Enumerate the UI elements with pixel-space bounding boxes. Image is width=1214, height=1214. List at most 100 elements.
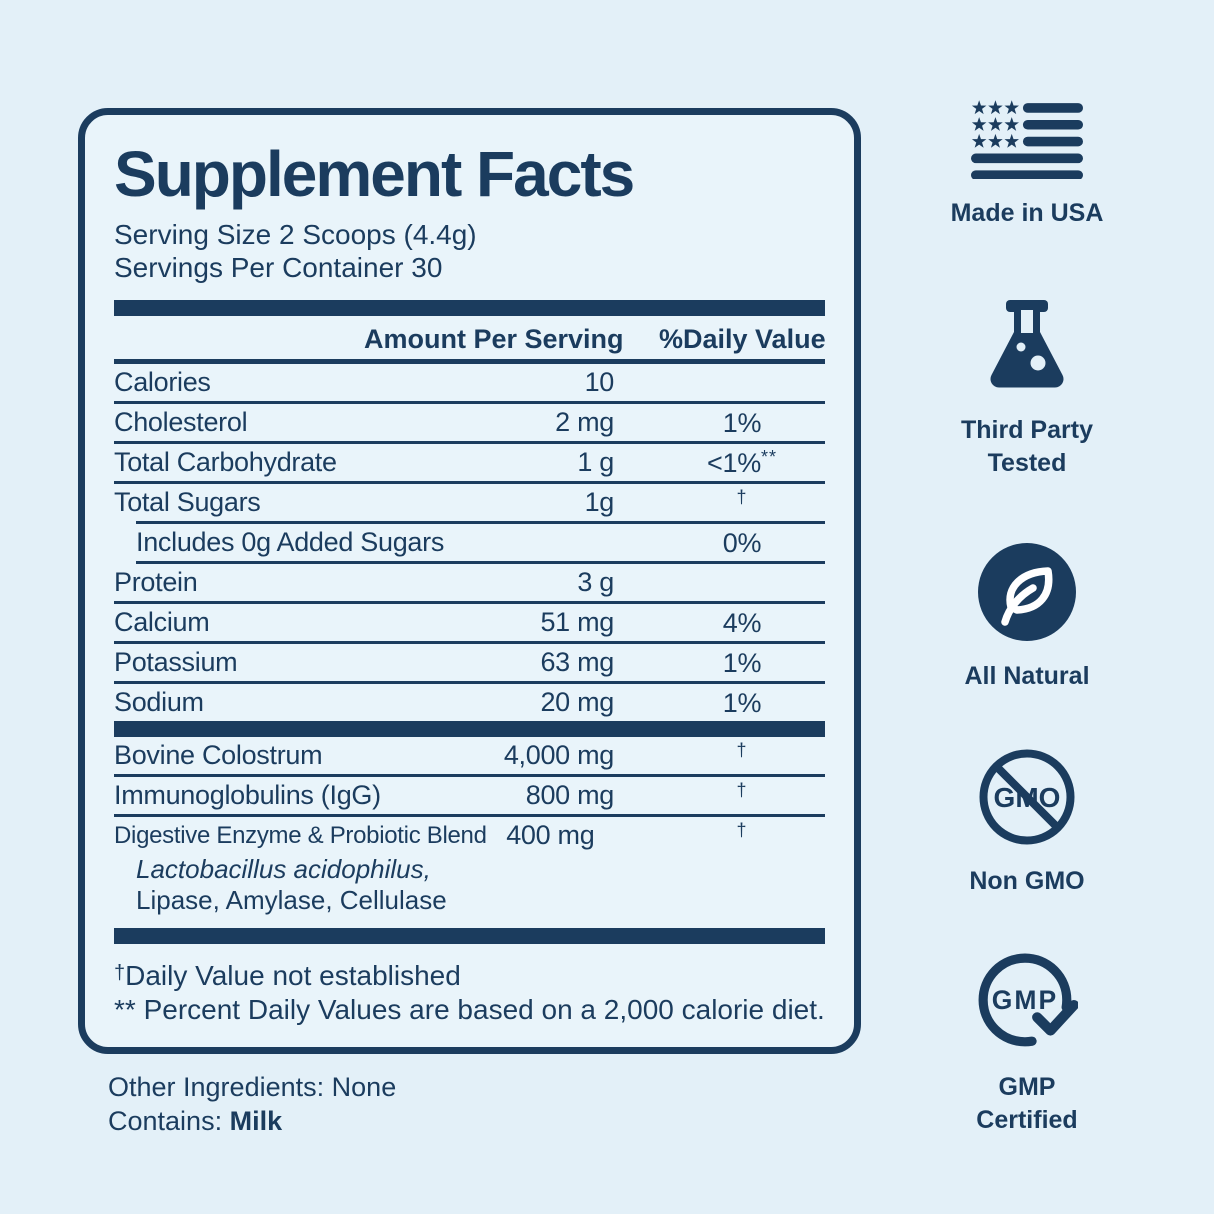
table-row: Sodium 20 mg 1% [114,684,825,721]
row-amount: 63 mg [540,647,614,678]
dagger-symbol: † [114,962,126,985]
row-name: Sodium [114,687,204,718]
row-separator [114,481,825,485]
row-name: Cholesterol [114,407,248,438]
row-name: Includes 0g Added Sugars [136,527,445,558]
row-daily-value: 0% [722,527,762,558]
footnote-text: Daily Value not established [125,960,461,992]
table-row: Total Sugars 1g † [114,484,825,521]
contains-line: Contains: Milk [108,1104,396,1138]
table-row: Calcium 51 mg 4% [114,604,825,641]
row-subline: Lactobacillus acidophilus, [136,854,431,885]
row-amount: 2 mg [555,407,614,438]
row-name: Calcium [114,607,210,638]
footnote-percent-daily-values: ** Percent Daily Values are based on a 2… [114,993,825,1027]
row-name: Bovine Colostrum [114,740,323,771]
column-amount-per-serving: Amount Per Serving [364,324,624,355]
section-divider [114,928,825,945]
row-separator [114,601,825,605]
table-row: Digestive Enzyme & Probiotic Blend 400 mg… [114,817,825,928]
contains-value: Milk [229,1106,283,1136]
column-daily-value: %Daily Value [659,324,826,355]
row-amount: 3 g [577,567,614,598]
footnote-daily-value: †Daily Value not established [114,956,825,993]
lab-flask-icon [977,296,1077,396]
supplement-facts-panel: Supplement Facts Serving Size 2 Scoops (… [78,108,861,1054]
row-daily-value: 1% [722,687,762,718]
row-separator [114,441,825,445]
row-amount: 800 mg [525,780,615,811]
additional-info: Other Ingredients: None Contains: Milk [108,1070,396,1138]
table-row: Bovine Colostrum 4,000 mg † [114,737,825,774]
badge-label: GMP [998,1073,1056,1101]
contains-label: Contains: [108,1106,223,1136]
row-separator [114,814,825,818]
row-daily-value: † [736,819,748,840]
row-daily-value: 1% [722,647,762,678]
row-name: Digestive Enzyme & Probiotic Blend [114,821,487,849]
table-row: Protein 3 g [114,564,825,601]
badge-third-party-tested: Third Party Tested [938,296,1116,480]
row-name: Potassium [114,647,238,678]
no-gmo-icon: GMO [977,747,1077,847]
section-divider [114,300,825,317]
other-ingredients-line: Other Ingredients: None [108,1070,396,1104]
panel-title: Supplement Facts [114,138,635,210]
row-separator [136,521,825,525]
badge-label: Certified [976,1106,1078,1134]
badge-gmp-certified: GMP GMP Certified [938,951,1116,1137]
row-separator [114,774,825,778]
row-name: Calories [114,367,211,398]
gmp-icon-text: GMP [992,985,1059,1015]
gmp-check-icon: GMP [976,951,1080,1053]
badge-label: Tested [987,449,1067,477]
table-row: Total Carbohydrate 1 g <1%** [114,444,825,481]
row-daily-value: † [736,486,748,507]
leaf-circle-icon [977,542,1077,642]
row-name: Total Sugars [114,487,261,518]
row-subline: Lipase, Amylase, Cellulase [136,885,447,916]
badge-label: Non GMO [969,867,1085,895]
badge-non-gmo: GMO Non GMO [938,747,1116,898]
other-ingredients-value: None [331,1072,397,1102]
row-amount: 1 g [577,447,614,478]
facts-table-body: Calories 10 Cholesterol 2 mg 1% Total Carbohy… [114,364,825,945]
table-row: Immunoglobulins (IgG) 800 mg † [114,777,825,814]
row-amount: 4,000 mg [503,740,614,771]
footnotes: †Daily Value not established ** Percent … [114,956,825,1027]
row-separator [114,641,825,645]
row-daily-value: <1%** [707,446,777,478]
serving-size-text: Serving Size 2 Scoops (4.4g) [114,219,477,251]
badge-all-natural: All Natural [938,542,1116,693]
row-name: Immunoglobulins (IgG) [114,780,381,811]
footnote-text: Percent Daily Values are based on a 2,00… [135,994,825,1026]
table-row: Calories 10 [114,364,825,401]
row-separator [114,401,825,405]
badge-label: All Natural [964,662,1090,690]
row-amount: 51 mg [540,607,614,638]
row-separator [136,561,825,565]
row-name: Total Carbohydrate [114,447,337,478]
badge-label: Third Party [961,416,1093,444]
row-amount: 1g [584,487,615,518]
row-daily-value: † [736,739,748,760]
table-row: Potassium 63 mg 1% [114,644,825,681]
servings-per-container-text: Servings Per Container 30 [114,252,443,284]
table-header: Amount Per Serving %Daily Value [114,316,826,365]
row-daily-value: † [736,779,748,800]
usa-flag-icon [971,99,1083,180]
badge-label: Made in USA [950,199,1104,227]
row-daily-value: 4% [722,607,762,638]
row-amount: 20 mg [540,687,614,718]
other-ingredients-label: Other Ingredients: [108,1072,325,1102]
row-daily-value: 1% [722,407,762,438]
section-divider [114,721,825,738]
badge-made-in-usa: Made in USA [938,99,1116,230]
table-row: Cholesterol 2 mg 1% [114,404,825,441]
table-row: Includes 0g Added Sugars 0% [114,524,825,561]
row-amount: 10 [584,367,615,398]
row-amount: 400 mg [506,820,595,851]
asterisks-symbol: ** [114,994,136,1026]
row-name: Protein [114,567,198,598]
